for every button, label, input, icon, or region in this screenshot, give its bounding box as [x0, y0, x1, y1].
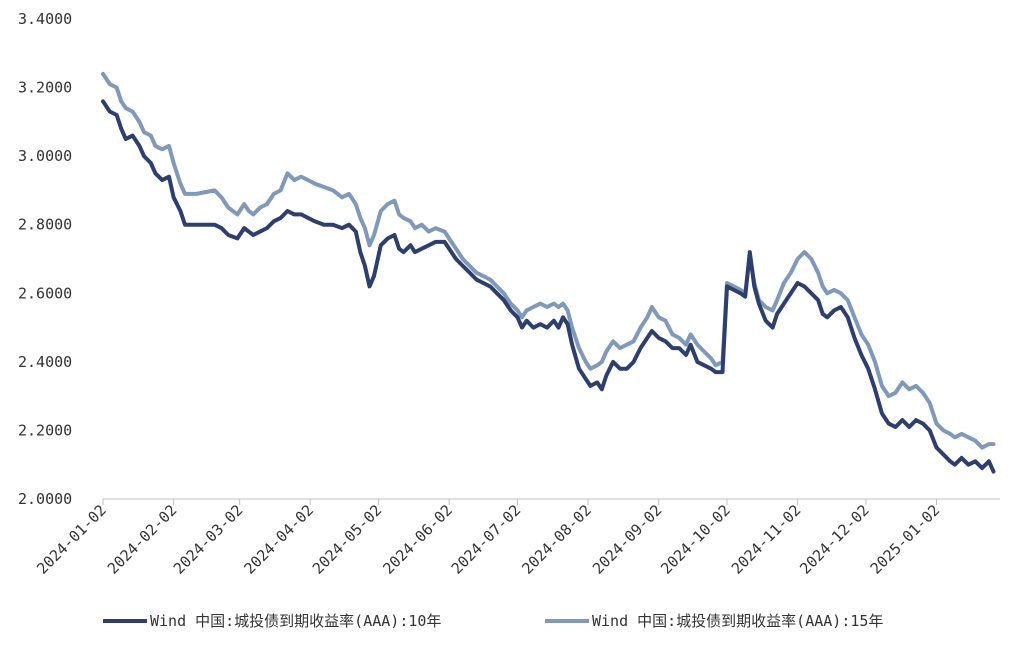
series-line-0 — [101, 99, 996, 474]
x-axis-ticks: 2024-01-022024-02-022024-03-022024-04-02… — [33, 499, 943, 578]
x-tick-label: 2024-03-02 — [170, 501, 247, 578]
y-tick-label: 3.2000 — [18, 79, 72, 97]
y-tick-label: 2.6000 — [18, 284, 72, 302]
x-tick-label: 2024-04-02 — [240, 501, 317, 578]
x-tick-label: 2024-09-02 — [589, 501, 666, 578]
legend-label: Wind 中国:城投债到期收益率(AAA):15年 — [592, 612, 883, 630]
y-tick-label: 2.2000 — [18, 421, 72, 439]
y-tick-label: 2.0000 — [18, 490, 72, 508]
legend-label: Wind 中国:城投债到期收益率(AAA):10年 — [150, 612, 441, 630]
y-tick-label: 2.4000 — [18, 353, 72, 371]
y-tick-label: 3.4000 — [18, 10, 72, 28]
x-tick-label: 2024-07-02 — [448, 501, 525, 578]
x-tick-label: 2024-11-02 — [728, 501, 805, 578]
x-tick-label: 2024-01-02 — [33, 501, 110, 578]
y-tick-label: 2.8000 — [18, 216, 72, 234]
series-lines — [101, 71, 996, 474]
y-axis-ticks: 2.0000 2.2000 2.4000 2.6000 2.8000 3.0000 3.20… — [18, 10, 72, 508]
x-tick-label: 2024-06-02 — [379, 501, 456, 578]
x-tick-label: 2024-02-02 — [104, 501, 181, 578]
x-tick-label: 2025-01-02 — [867, 501, 944, 578]
x-tick-label: 2024-05-02 — [309, 501, 386, 578]
series-line-1 — [101, 71, 996, 450]
legend: Wind 中国:城投债到期收益率(AAA):10年 Wind 中国:城投债到期收益… — [103, 612, 883, 630]
x-tick-label: 2024-10-02 — [657, 501, 734, 578]
x-tick-label: 2024-08-02 — [518, 501, 595, 578]
y-tick-label: 3.0000 — [18, 147, 72, 165]
x-tick-label: 2024-12-02 — [796, 501, 873, 578]
